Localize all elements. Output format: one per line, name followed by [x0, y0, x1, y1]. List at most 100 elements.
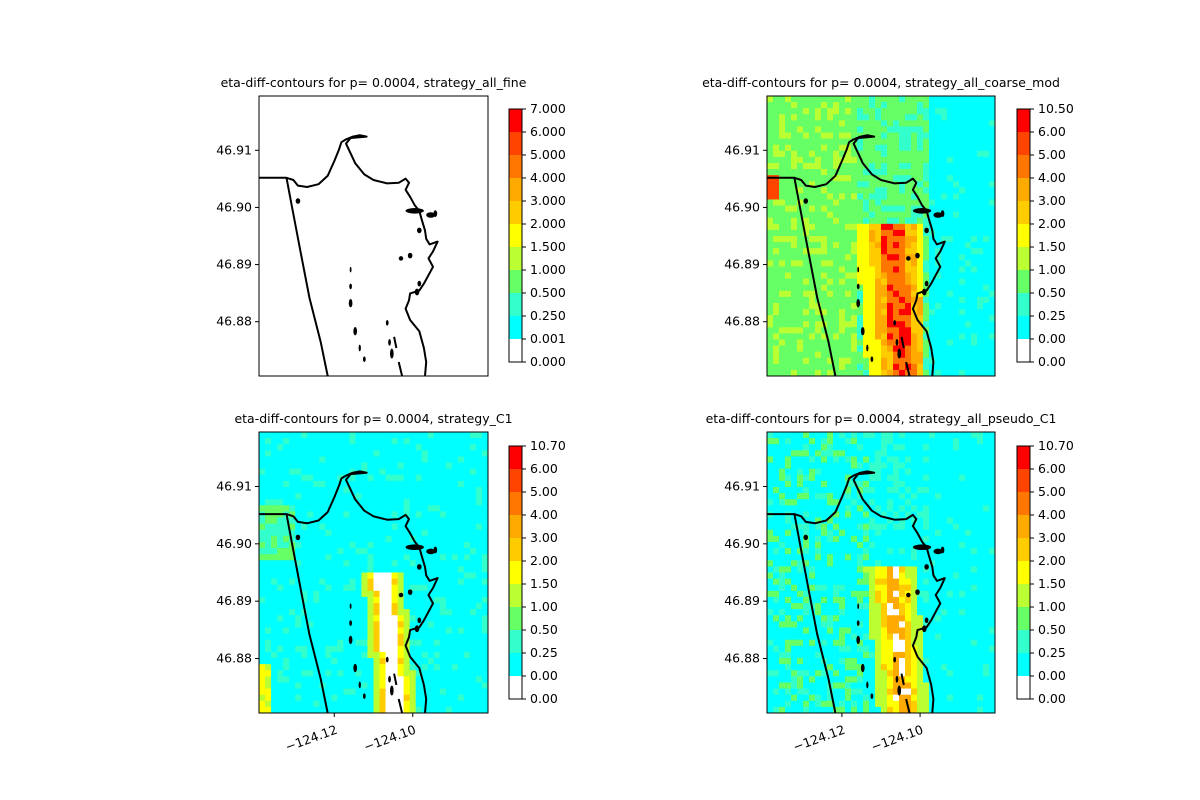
contour-cell: [863, 480, 870, 488]
contour-cell: [815, 541, 822, 549]
colorbar-segment: [509, 630, 522, 654]
contour-cell: [947, 357, 954, 365]
contour-cell: [385, 670, 393, 677]
contour-cell: [965, 627, 972, 635]
contour-cell: [839, 590, 846, 598]
contour-cell: [767, 621, 774, 629]
contour-cell: [965, 260, 972, 268]
contour-cell: [791, 603, 798, 610]
contour-cell: [313, 584, 320, 592]
contour-cell: [989, 242, 995, 249]
contour-cell: [785, 462, 792, 470]
contour-cell: [797, 126, 804, 134]
contour-cell: [833, 535, 840, 543]
contour-cell: [265, 676, 272, 684]
contour-cell: [403, 541, 411, 549]
contour-cell: [869, 548, 876, 555]
panel-4: eta-diff-contours for p= 0.0004, strateg…: [706, 411, 1074, 754]
contour-cell: [941, 211, 948, 219]
contour-cell: [965, 339, 972, 347]
contour-cell: [989, 621, 995, 629]
contour-cell: [785, 333, 792, 341]
contour-cell: [977, 138, 984, 146]
contour-cell: [887, 438, 894, 445]
contour-cell: [451, 505, 459, 513]
contour-cell: [271, 651, 278, 659]
contour-cell: [893, 450, 900, 458]
contour-cell: [947, 278, 954, 286]
contour-cell: [923, 187, 930, 194]
contour-cell: [803, 444, 810, 451]
contour-cell: [373, 462, 381, 470]
contour-cell: [463, 462, 471, 470]
contour-cell: [875, 456, 882, 464]
contour-cell: [779, 169, 786, 176]
contour-cell: [427, 456, 435, 464]
contour-cell: [337, 609, 344, 616]
contour-cell: [977, 315, 984, 322]
contour-cell: [845, 369, 852, 376]
contour-cell: [295, 615, 302, 622]
contour-cell: [295, 682, 302, 690]
contour-cell: [839, 309, 846, 316]
contour-cell: [773, 474, 780, 482]
contour-cell: [989, 357, 995, 365]
contour-cell: [869, 511, 876, 519]
contour-cell: [881, 327, 888, 334]
contour-cell: [887, 260, 894, 268]
contour-cell: [977, 132, 984, 140]
contour-cell: [959, 96, 966, 103]
contour-cell: [331, 700, 338, 708]
contour-cell: [827, 199, 834, 207]
contour-cell: [313, 700, 320, 708]
contour-cell: [971, 169, 978, 176]
contour-cell: [929, 444, 936, 451]
contour-cell: [821, 248, 828, 255]
contour-cell: [295, 462, 302, 470]
contour-cell: [983, 456, 990, 464]
contour-cell: [767, 535, 774, 543]
contour-cell: [845, 114, 852, 121]
contour-cell: [809, 321, 816, 328]
contour-cell: [977, 357, 984, 365]
contour-cell: [983, 468, 990, 476]
contour-cell: [815, 272, 822, 280]
contour-cell: [469, 548, 477, 555]
contour-cell: [851, 566, 858, 574]
contour-cell: [301, 639, 308, 647]
contour-cell: [821, 96, 828, 103]
contour-cell: [815, 615, 822, 622]
contour-cell: [421, 578, 429, 586]
contour-cell: [821, 254, 828, 261]
contour-cell: [851, 126, 858, 134]
contour-cell: [779, 609, 786, 616]
contour-cell: [989, 523, 995, 531]
axes-frame: [258, 95, 489, 377]
contour-cell: [917, 156, 924, 164]
contour-cell: [965, 357, 972, 365]
contour-cell: [869, 566, 876, 574]
contour-cell: [875, 108, 882, 115]
contour-cell: [403, 621, 411, 629]
contour-cell: [773, 363, 780, 371]
contour-cell: [869, 223, 876, 231]
contour-cell: [785, 474, 792, 482]
contour-cell: [851, 205, 858, 213]
contour-cell: [379, 645, 387, 653]
contour-cell: [809, 511, 816, 519]
contour-cell: [469, 517, 477, 525]
contour-cell: [803, 321, 810, 328]
contour-cell: [415, 676, 423, 684]
contour-cell: [773, 315, 780, 322]
contour-cell: [809, 169, 816, 176]
contour-cell: [427, 639, 435, 647]
contour-cell: [983, 535, 990, 543]
contour-cell: [821, 217, 828, 225]
contour-cell: [307, 706, 314, 713]
contour-cell: [815, 590, 822, 598]
contour-cell: [857, 548, 864, 555]
contour-cell: [833, 480, 840, 488]
contour-cell: [797, 114, 804, 121]
colorbar-tick-label: 0.50: [530, 622, 558, 637]
contour-cell: [427, 499, 435, 506]
